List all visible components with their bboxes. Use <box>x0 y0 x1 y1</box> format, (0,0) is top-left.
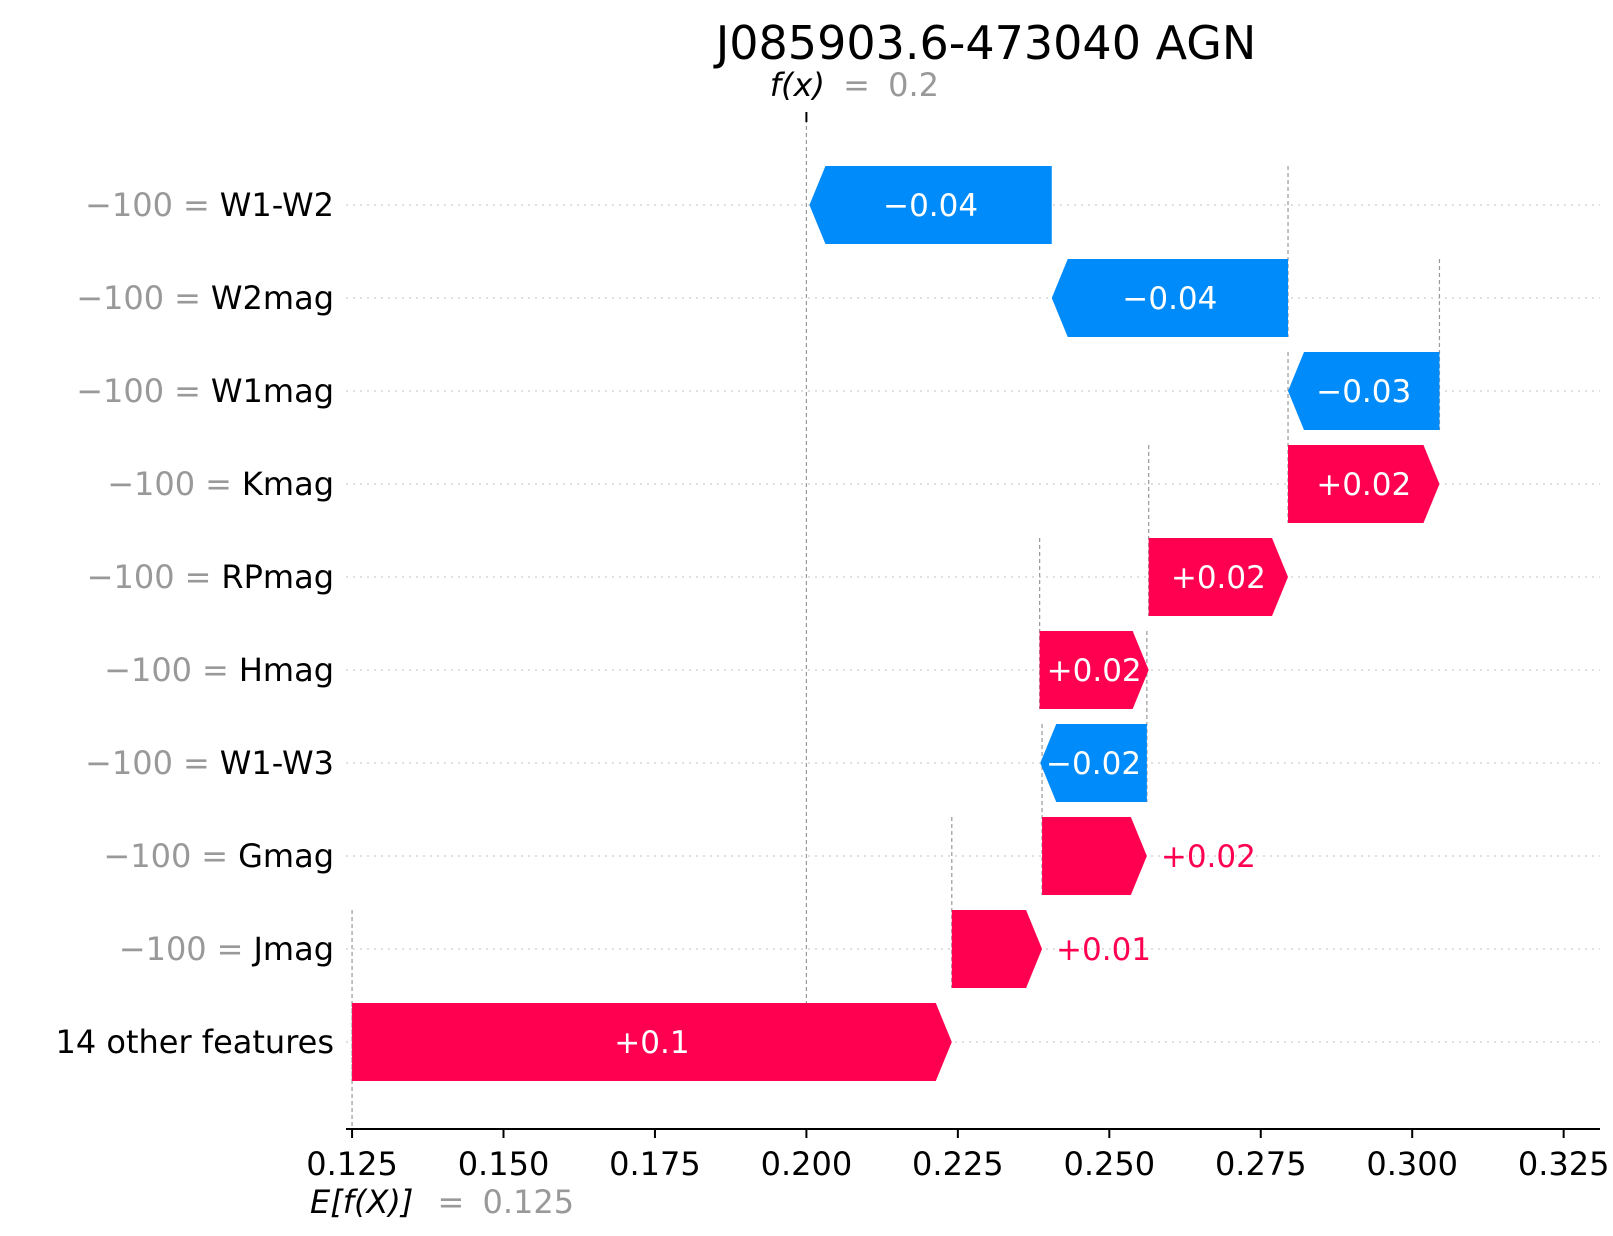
bar-value-label: +0.1 <box>614 1025 689 1061</box>
x-tick-label: 0.275 <box>1215 1145 1307 1183</box>
x-ticks: 0.125 0.150 0.175 0.200 0.225 0.250 0.275 0.300… <box>306 1129 1609 1183</box>
feature-label: −100 = W1-W3 <box>85 744 334 782</box>
bar-negative <box>1051 259 1289 337</box>
feature-label: −100 = Kmag <box>107 465 334 503</box>
feature-label: −100 = W2mag <box>76 279 334 317</box>
bar-negative <box>1040 724 1147 802</box>
bar-positive <box>1148 538 1289 616</box>
fx-label: f(x) = 0.2 <box>770 66 939 104</box>
x-tick-label: 0.325 <box>1518 1145 1610 1183</box>
feature-name: 14 other features <box>55 1023 334 1061</box>
base-label: E[f(X)] = 0.125 <box>310 1183 574 1221</box>
bar-value-label: +0.02 <box>1047 653 1142 689</box>
x-tick-label: 0.200 <box>761 1145 853 1183</box>
feature-value: −100 <box>76 372 164 410</box>
feature-name: W2mag <box>211 279 334 317</box>
chart-title: J085903.6-473040 AGN <box>713 16 1257 70</box>
fx-label-name: f(x) <box>770 66 825 104</box>
bar-value-label: +0.02 <box>1161 839 1256 875</box>
bar-positive <box>1288 445 1440 523</box>
feature-label: −100 = W1mag <box>76 372 334 410</box>
bar-negative <box>1288 352 1440 430</box>
feature-value: −100 <box>107 465 195 503</box>
feature-value: −100 <box>119 930 207 968</box>
bar-value-label: −0.04 <box>1122 281 1217 317</box>
feature-value: −100 <box>103 837 191 875</box>
fx-annotation: f(x) = 0.2 <box>770 66 939 104</box>
bar-value-label: −0.03 <box>1316 374 1411 410</box>
bar-positive <box>951 910 1043 988</box>
x-axis: 0.125 0.150 0.175 0.200 0.225 0.250 0.275 0.300… <box>306 1128 1609 1183</box>
bar-positive <box>352 1003 952 1081</box>
bar-value-label: +0.02 <box>1316 467 1411 503</box>
feature-label: −100 = RPmag <box>87 558 334 596</box>
feature-name: Kmag <box>242 465 334 503</box>
feature-equals: = <box>183 744 210 782</box>
base-label-name: E[f(X)] <box>310 1183 413 1221</box>
bar-value-label: +0.01 <box>1056 932 1151 968</box>
base-value: 0.125 <box>483 1183 575 1221</box>
feature-value: −100 <box>87 558 175 596</box>
feature-equals: = <box>202 651 229 689</box>
feature-equals: = <box>205 465 232 503</box>
feature-equals: = <box>201 837 228 875</box>
feature-label: −100 = Gmag <box>103 837 334 875</box>
feature-name: Hmag <box>239 651 334 689</box>
bar-positive <box>1042 817 1147 895</box>
feature-name: W1-W2 <box>220 186 334 224</box>
x-tick-label: 0.250 <box>1063 1145 1155 1183</box>
bar-positive <box>1039 631 1149 709</box>
feature-name: W1-W3 <box>220 744 334 782</box>
x-tick-label: 0.125 <box>306 1145 398 1183</box>
bar-negative <box>809 166 1052 244</box>
feature-value: −100 <box>104 651 192 689</box>
feature-equals: = <box>174 372 201 410</box>
feature-equals: = <box>185 558 212 596</box>
feature-label: −100 = Hmag <box>104 651 334 689</box>
feature-equals: = <box>174 279 201 317</box>
feature-value: −100 <box>76 279 164 317</box>
x-tick-label: 0.300 <box>1366 1145 1458 1183</box>
base-annotation: E[f(X)] = 0.125 <box>310 1183 574 1221</box>
feature-value: −100 <box>85 744 173 782</box>
feature-equals: = <box>183 186 210 224</box>
x-tick-label: 0.150 <box>458 1145 550 1183</box>
fx-equals: = <box>843 66 870 104</box>
feature-equals: = <box>217 930 244 968</box>
x-tick-label: 0.225 <box>912 1145 1004 1183</box>
bar-value-label: +0.02 <box>1171 560 1266 596</box>
feature-name: Jmag <box>251 930 334 968</box>
feature-label: −100 = Jmag <box>119 930 334 968</box>
feature-label: −100 = W1-W2 <box>85 186 334 224</box>
feature-value: −100 <box>85 186 173 224</box>
feature-name: W1mag <box>211 372 334 410</box>
bar-value-label: −0.04 <box>883 188 978 224</box>
feature-label: 14 other features <box>55 1023 334 1061</box>
feature-name: Gmag <box>238 837 334 875</box>
fx-value: 0.2 <box>888 66 939 104</box>
feature-labels: −100 = W1-W2−100 = W2mag−100 = W1mag−100 = Kmag−… <box>55 186 334 1061</box>
bars: −0.04 −0.04 −0.03 +0.02 +0.02 +0.02 −0.02 +0.02… <box>352 166 1440 1081</box>
base-equals: = <box>438 1183 465 1221</box>
x-tick-label: 0.175 <box>609 1145 701 1183</box>
feature-name: RPmag <box>221 558 334 596</box>
bar-value-label: −0.02 <box>1046 746 1141 782</box>
